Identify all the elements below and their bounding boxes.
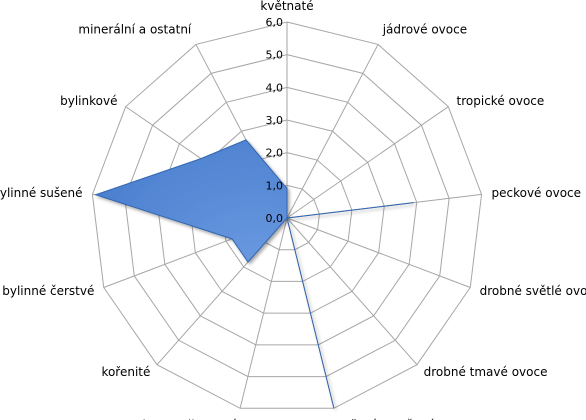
category-label: peckové ovoce: [491, 186, 581, 200]
tick-label: 0,0: [266, 212, 284, 225]
category-label: jádrové ovoce: [382, 23, 467, 37]
category-label: bylinkové: [60, 94, 117, 108]
tick-label: 4,0: [266, 81, 284, 94]
category-label: karamelizované: [142, 418, 237, 420]
category-label: květnaté: [260, 0, 313, 13]
spoke-2: [286, 106, 449, 219]
category-label: drobné tmavé ovoce: [424, 365, 548, 379]
category-label: drobné světlé ovoce: [480, 284, 586, 298]
category-label: bylinné čerstvé: [2, 284, 94, 298]
grid-ring-4: [156, 86, 418, 346]
radar-series: [94, 139, 414, 409]
category-label: vařené a sušené ovoce: [336, 418, 475, 420]
tick-label: 2,0: [266, 147, 284, 160]
tick-label: 5,0: [266, 49, 284, 62]
tick-label: 6,0: [266, 16, 284, 29]
category-label: bylinné sušené: [0, 186, 83, 200]
series-area-0: [94, 139, 414, 409]
category-label: kořenité: [101, 365, 150, 379]
spoke-7: [239, 217, 288, 409]
grid-ring-5: [124, 54, 450, 378]
tick-label: 3,0: [266, 114, 284, 127]
spoke-5: [286, 217, 418, 366]
category-label: minerální a ostatní: [78, 23, 192, 37]
tick-label: 1,0: [266, 179, 284, 192]
category-label: tropické ovoce: [457, 94, 545, 108]
spoke-4: [286, 217, 471, 288]
grid-ring-6: [91, 21, 483, 409]
radial-axis-ticks: 0,0 1,0 2,0 3,0 4,0 5,0 6,0: [266, 16, 284, 225]
spoke-1: [286, 44, 379, 219]
